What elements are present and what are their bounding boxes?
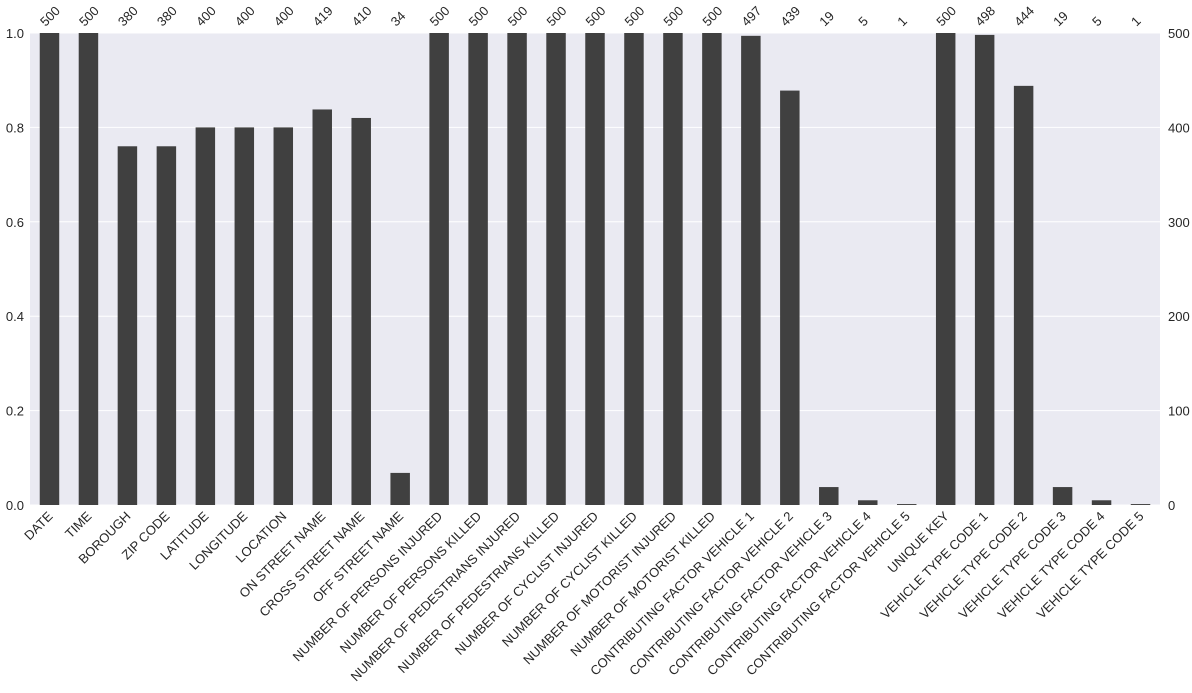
y2-tick-label: 400: [1168, 120, 1190, 135]
value-label: 500: [544, 3, 570, 29]
value-label: 500: [427, 3, 453, 29]
bar: [390, 472, 410, 505]
bar: [468, 33, 488, 505]
value-label: 497: [738, 3, 764, 29]
y2-tick-label: 200: [1168, 309, 1190, 324]
bar: [935, 33, 956, 505]
value-label: 500: [660, 3, 686, 29]
value-label: 419: [310, 3, 336, 29]
bar: [507, 33, 527, 505]
bar: [351, 117, 371, 506]
bar: [974, 34, 995, 505]
bar: [1130, 504, 1151, 505]
value-label: 380: [154, 3, 180, 29]
value-label: 444: [1011, 3, 1037, 29]
bar: [1052, 487, 1073, 505]
value-label: 498: [972, 3, 998, 29]
y-tick-label: 0.6: [6, 215, 24, 230]
bar: [585, 33, 605, 505]
value-label: 1: [1128, 13, 1144, 29]
value-label: 500: [37, 3, 63, 29]
bar: [156, 146, 177, 505]
bar: [234, 127, 255, 506]
value-label: 400: [271, 3, 297, 29]
bar: [858, 500, 878, 505]
y-tick-label: 1.0: [6, 26, 24, 41]
bar: [819, 487, 839, 505]
value-label: 500: [505, 3, 531, 29]
value-label: 34: [388, 8, 409, 29]
y2-tick-label: 500: [1168, 26, 1190, 41]
bar: [195, 127, 216, 506]
bar: [1091, 500, 1112, 505]
x-tick-label: NUMBER OF CYCLIST INJURED: [452, 509, 601, 658]
value-label: 1: [894, 13, 910, 29]
bar: [429, 33, 449, 505]
bar: [39, 33, 60, 505]
value-label: 5: [1089, 13, 1105, 29]
bar: [546, 33, 566, 505]
value-label: 400: [193, 3, 219, 29]
bar: [741, 35, 761, 505]
value-label: 439: [777, 3, 803, 29]
x-tick-label: TIME: [62, 508, 95, 541]
bar: [702, 33, 722, 505]
value-label: 400: [232, 3, 258, 29]
bar: [663, 33, 683, 505]
y2-tick-label: 100: [1168, 404, 1190, 419]
bar: [1013, 85, 1034, 505]
x-tick-label: NUMBER OF PERSONS KILLED: [337, 509, 485, 657]
bar: [117, 146, 138, 505]
value-label: 410: [349, 3, 375, 29]
value-label: 19: [816, 8, 837, 29]
bar: [312, 109, 332, 506]
bar: [273, 127, 294, 506]
y-tick-label: 0.0: [6, 498, 24, 513]
x-tick-label: DATE: [21, 508, 56, 543]
value-label: 500: [76, 3, 102, 29]
value-label: 500: [621, 3, 647, 29]
y-tick-label: 0.2: [6, 404, 24, 419]
bar: [896, 504, 917, 505]
value-label: 500: [583, 3, 609, 29]
value-label: 500: [699, 3, 725, 29]
value-label: 500: [466, 3, 492, 29]
y-tick-label: 0.8: [6, 120, 24, 135]
value-label: 380: [115, 3, 141, 29]
bar: [78, 33, 99, 505]
y2-tick-label: 0: [1168, 498, 1175, 513]
bar: [624, 33, 644, 505]
y-tick-label: 0.4: [6, 309, 24, 324]
bar: [780, 90, 800, 506]
value-label: 500: [933, 3, 959, 29]
value-label: 5: [855, 13, 871, 29]
y2-tick-label: 300: [1168, 215, 1190, 230]
value-label: 19: [1050, 8, 1071, 29]
